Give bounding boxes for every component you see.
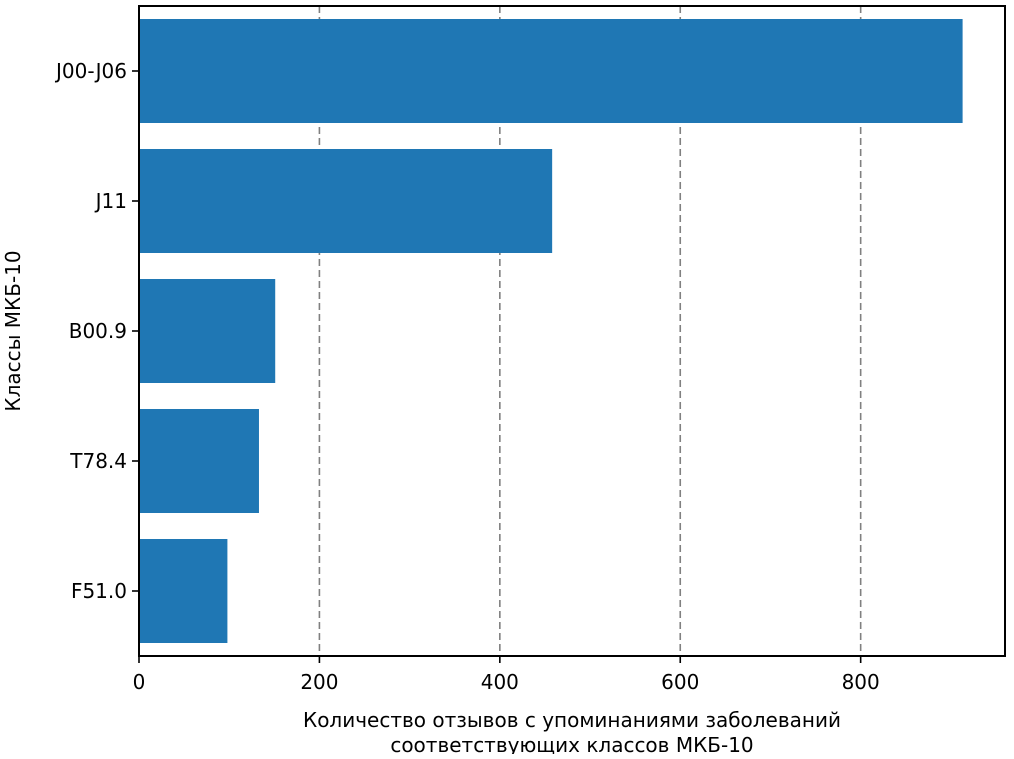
- bars: [139, 19, 963, 643]
- x-axis-title-line-1: Количество отзывов с упоминаниями заболе…: [303, 708, 841, 732]
- y-tick-label-1: J00-J06: [54, 59, 127, 83]
- x-tick-label-0: 0: [133, 670, 146, 694]
- bar-3: [139, 279, 276, 383]
- y-axis-ticks: J00-J06 J11 B00.9 T78.4 F51.0: [54, 59, 139, 603]
- x-tick-label-1: 200: [300, 670, 338, 694]
- y-tick-label-5: F51.0: [71, 579, 127, 603]
- x-tick-label-2: 400: [481, 670, 519, 694]
- x-tick-label-3: 600: [661, 670, 699, 694]
- y-axis-title: Классы МКБ-10: [1, 250, 25, 411]
- y-tick-label-2: J11: [94, 189, 127, 213]
- y-tick-label-4: T78.4: [69, 449, 127, 473]
- y-tick-label-3: B00.9: [69, 319, 127, 343]
- x-axis-title-line-2: соответствующих классов МКБ-10: [390, 733, 753, 754]
- bar-4: [139, 409, 259, 513]
- bar-2: [139, 149, 553, 253]
- x-axis-ticks: 0 200 400 600 800: [133, 656, 880, 694]
- bar-5: [139, 539, 228, 643]
- grid-lines: [318, 6, 862, 656]
- x-tick-label-4: 800: [842, 670, 880, 694]
- bar-1: [139, 19, 963, 123]
